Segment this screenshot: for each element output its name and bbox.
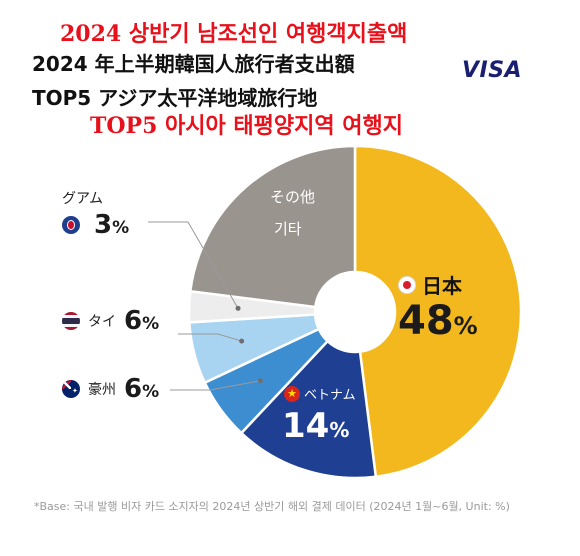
vietnam-value-unit: %	[329, 418, 350, 442]
australia-value-unit: %	[142, 382, 160, 402]
thailand-value: 6%	[124, 306, 159, 336]
vietnam-value: 14%	[282, 406, 349, 446]
slice-japan	[353, 144, 523, 479]
leader-line-thailand	[178, 333, 242, 342]
guam-value-unit: %	[112, 218, 130, 238]
vietnam-name: ベトナム	[304, 388, 356, 403]
japanese-title-line2: TOP5 アジア太平洋地域旅行地	[32, 86, 318, 110]
leader-dot-thailand	[239, 338, 245, 344]
japan-value: 48%	[398, 298, 478, 344]
leader-line-australia	[170, 380, 261, 391]
thailand-flag-icon	[62, 312, 80, 330]
leader-dot-australia	[257, 378, 263, 384]
korean-subtitle: TOP5 아시아 태평양지역 여행지	[90, 113, 404, 139]
japanese-title-line1: 2024 年上半期韓国人旅行者支出額	[32, 52, 355, 76]
japan-name: 日本	[422, 274, 462, 298]
guam-name: グアム	[62, 191, 104, 207]
label-australia: ✦ 豪州 6%	[62, 374, 159, 404]
australia-value: 6%	[124, 374, 159, 404]
leader-line-guam	[148, 221, 239, 309]
japan-flag-icon	[398, 275, 416, 294]
label-vietnam: ★ ベトナム	[284, 384, 356, 403]
australia-value-number: 6	[124, 374, 143, 404]
australia-name: 豪州	[88, 382, 116, 398]
guam-value-number: 3	[94, 210, 113, 240]
label-japan: 日本	[398, 270, 462, 299]
guam-flag-icon	[62, 216, 80, 234]
vietnam-flag-icon: ★	[284, 385, 300, 402]
label-thailand: タイ 6%	[62, 306, 159, 336]
vietnam-value-number: 14	[282, 406, 330, 446]
australia-flag-icon: ✦	[62, 380, 80, 398]
visa-logo: VISA	[462, 58, 523, 83]
japan-value-number: 48	[398, 298, 454, 344]
slice-vietnam	[239, 339, 378, 480]
label-other: その他	[270, 188, 316, 206]
footnote: *Base: 국내 발행 비자 카드 소지자의 2024년 상반기 해외 결제 …	[34, 500, 510, 513]
label-guam: 3%	[62, 210, 129, 240]
thailand-value-unit: %	[142, 314, 160, 334]
leader-dot-guam	[235, 305, 241, 311]
thailand-name: タイ	[88, 314, 116, 330]
korean-title: 2024 상반기 남조선인 여행객지출액	[60, 21, 408, 47]
japan-value-unit: %	[453, 312, 478, 340]
label-other-korean: 기타	[274, 220, 302, 238]
guam-value: 3%	[94, 210, 129, 240]
slice-other	[188, 144, 357, 309]
thailand-value-number: 6	[124, 306, 143, 336]
